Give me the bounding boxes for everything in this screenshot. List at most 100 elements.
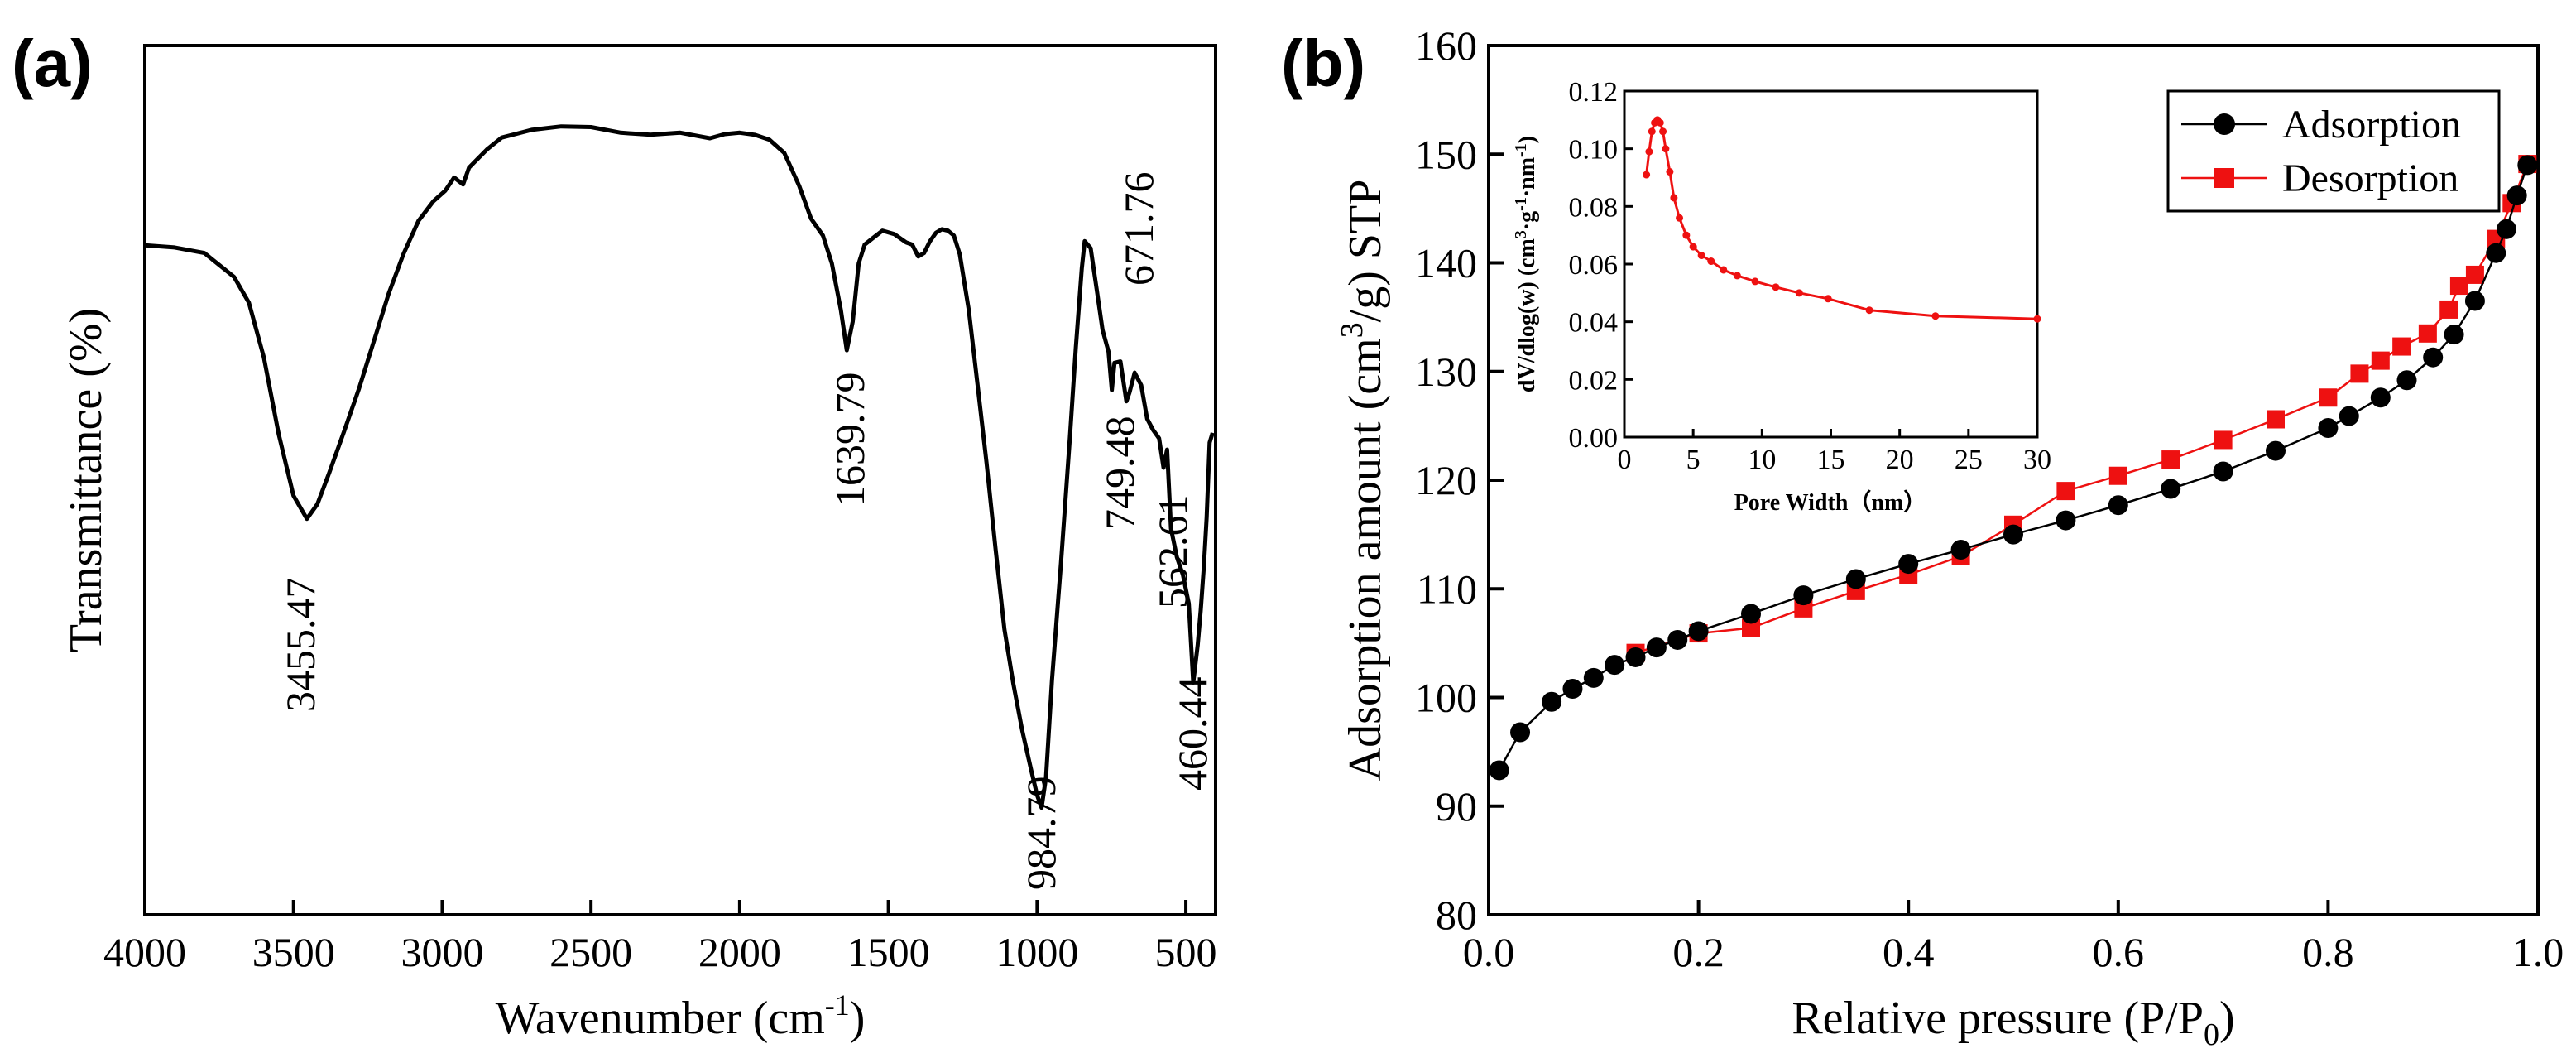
inset-series <box>1643 116 2041 323</box>
inset-x-tick-label: 25 <box>1955 445 1983 475</box>
adsorption-point <box>1741 604 1761 624</box>
peak-label: 671.76 <box>1115 172 1162 286</box>
psd-point <box>1720 266 1728 274</box>
adsorption-point <box>1898 554 1919 575</box>
psd-point <box>1931 312 1940 320</box>
adsorption-point <box>2396 370 2417 391</box>
inset-x-tick-label: 30 <box>2023 445 2051 475</box>
adsorption-point <box>2339 406 2359 426</box>
inset-frame <box>1623 89 2039 439</box>
panel-b-y-ticks: 80 90 100 110 120 130 140 150 160 <box>1415 22 1504 938</box>
inset-x-axis-title: Pore Width（nm） <box>1734 488 1927 516</box>
inset-y-tick-label: 0.02 <box>1569 365 1619 396</box>
desorption-point <box>2214 430 2233 450</box>
adsorption-point <box>1793 585 1814 606</box>
inset-y-tick-label: 0.04 <box>1569 308 1619 339</box>
panel-a-x-axis-title: Wavenumber (cm-1) <box>496 988 866 1044</box>
desorption-point <box>2418 324 2437 343</box>
inset-y-ticks: 0.00 0.02 0.04 0.06 0.08 0.10 0.12 <box>1569 77 1633 454</box>
desorption-point <box>2449 277 2468 296</box>
panel-b-y-tick-label: 130 <box>1415 349 1477 395</box>
psd-point <box>1656 118 1664 127</box>
psd-point <box>1689 243 1697 251</box>
panel-b-label: (b) <box>1281 26 1365 100</box>
adsorption-point <box>1950 540 1971 560</box>
inset-y-tick-label: 0.00 <box>1569 423 1619 454</box>
psd-point <box>1795 289 1803 297</box>
inset-x-ticks: 0 5 10 15 20 25 30 <box>1618 429 2051 475</box>
panel-a-x-tick-label: 2500 <box>549 929 632 975</box>
adsorption-point <box>1489 760 1509 781</box>
inset-y-axis-title: dV/dlog(w) (cm3·g-1·nm-1) <box>1512 136 1540 392</box>
panel-a: (a) 4000 3500 3000 2500 2000 1500 1000 500 3455… <box>12 26 1217 1044</box>
adsorption-point <box>1583 667 1604 688</box>
adsorption-point <box>1542 691 1562 712</box>
adsorption-point <box>1605 655 1625 676</box>
legend-adsorption-marker <box>2214 113 2235 135</box>
panel-a-peak-labels: 3455.47 1639.79 984.79 749.48 671.76 562.61 46… <box>277 172 1216 891</box>
panel-a-x-tick-label: 3000 <box>401 929 483 975</box>
panel-b-x-axis-title: Relative pressure (P/P0) <box>1792 993 2234 1052</box>
desorption-point <box>2161 450 2180 469</box>
legend: Adsorption Desorption <box>2166 89 2501 213</box>
adsorption-point <box>2108 495 2128 516</box>
panel-b-y-tick-label: 100 <box>1415 675 1477 721</box>
adsorption-point <box>2423 347 2444 368</box>
panel-b-x-tick-label: 0.0 <box>1463 929 1515 975</box>
panel-a-x-tick-label: 2000 <box>698 929 781 975</box>
psd-point <box>1772 283 1780 291</box>
adsorption-point <box>2506 185 2527 206</box>
ftir-series-line <box>144 124 1215 810</box>
panel-a-y-axis-title: Transmittance (%) <box>60 308 112 652</box>
psd-point <box>1751 277 1759 286</box>
adsorption-point <box>2266 440 2286 461</box>
panel-b-y-tick-label: 120 <box>1415 457 1477 503</box>
psd-point <box>1662 145 1670 153</box>
psd-point <box>1682 231 1691 239</box>
psd-point <box>1697 252 1705 260</box>
panel-a-curve <box>144 124 1215 810</box>
legend-box <box>2166 89 2501 213</box>
panel-a-x-tick-label: 500 <box>1155 929 1217 975</box>
panel-b-x-tick-label: 0.8 <box>2302 929 2354 975</box>
adsorption-point <box>1667 629 1688 650</box>
psd-point <box>2033 315 2041 323</box>
adsorption-point <box>2161 479 2181 499</box>
inset-chart: 0 5 10 15 20 25 30 0.00 0.02 0.04 0.06 0.08 0.10 0.1… <box>1512 77 2051 516</box>
psd-point <box>1865 306 1873 315</box>
panel-b-y-tick-label: 80 <box>1436 892 1477 938</box>
adsorption-point <box>2517 155 2538 176</box>
panel-a-x-ticks: 4000 3500 3000 2500 2000 1500 1000 500 <box>103 900 1217 975</box>
panel-b: (b) 0.0 0.2 0.4 0.6 0.8 1.0 80901001101201301… <box>1281 22 2564 1052</box>
psd-point <box>1659 127 1667 136</box>
legend-adsorption-label: Adsorption <box>2282 103 2461 147</box>
panel-b-x-tick-label: 0.6 <box>2093 929 2145 975</box>
inset-x-tick-label: 0 <box>1618 445 1632 475</box>
psd-point <box>1645 147 1653 156</box>
panel-b-y-axis-title: Adsorption amount (cm3/g) STP <box>1335 180 1391 781</box>
peak-label: 460.44 <box>1169 677 1216 791</box>
panel-b-y-tick-label: 150 <box>1415 131 1477 177</box>
adsorption-point <box>2464 291 2485 311</box>
panel-b-y-tick-label: 110 <box>1417 565 1477 612</box>
panel-b-x-tick-label: 0.2 <box>1672 929 1725 975</box>
psd-point <box>1648 127 1656 136</box>
legend-desorption-marker <box>2214 168 2234 188</box>
legend-desorption-label: Desorption <box>2282 156 2458 200</box>
adsorption-point <box>1625 647 1646 667</box>
panel-b-y-tick-label: 160 <box>1415 22 1477 69</box>
panel-b-y-tick-label: 140 <box>1415 240 1477 286</box>
panel-b-x-ticks: 0.0 0.2 0.4 0.6 0.8 1.0 <box>1463 900 2564 975</box>
panel-b-series <box>1489 155 2538 781</box>
desorption-point <box>2267 410 2285 429</box>
inset-y-tick-label: 0.10 <box>1569 135 1619 166</box>
psd-point <box>1643 171 1651 179</box>
adsorption-point <box>2318 418 2339 438</box>
panel-a-label: (a) <box>12 26 93 100</box>
desorption-point <box>1742 618 1760 637</box>
panel-a-frame <box>143 44 1217 916</box>
desorption-point <box>2439 300 2458 319</box>
panel-a-x-tick-label: 4000 <box>103 929 186 975</box>
